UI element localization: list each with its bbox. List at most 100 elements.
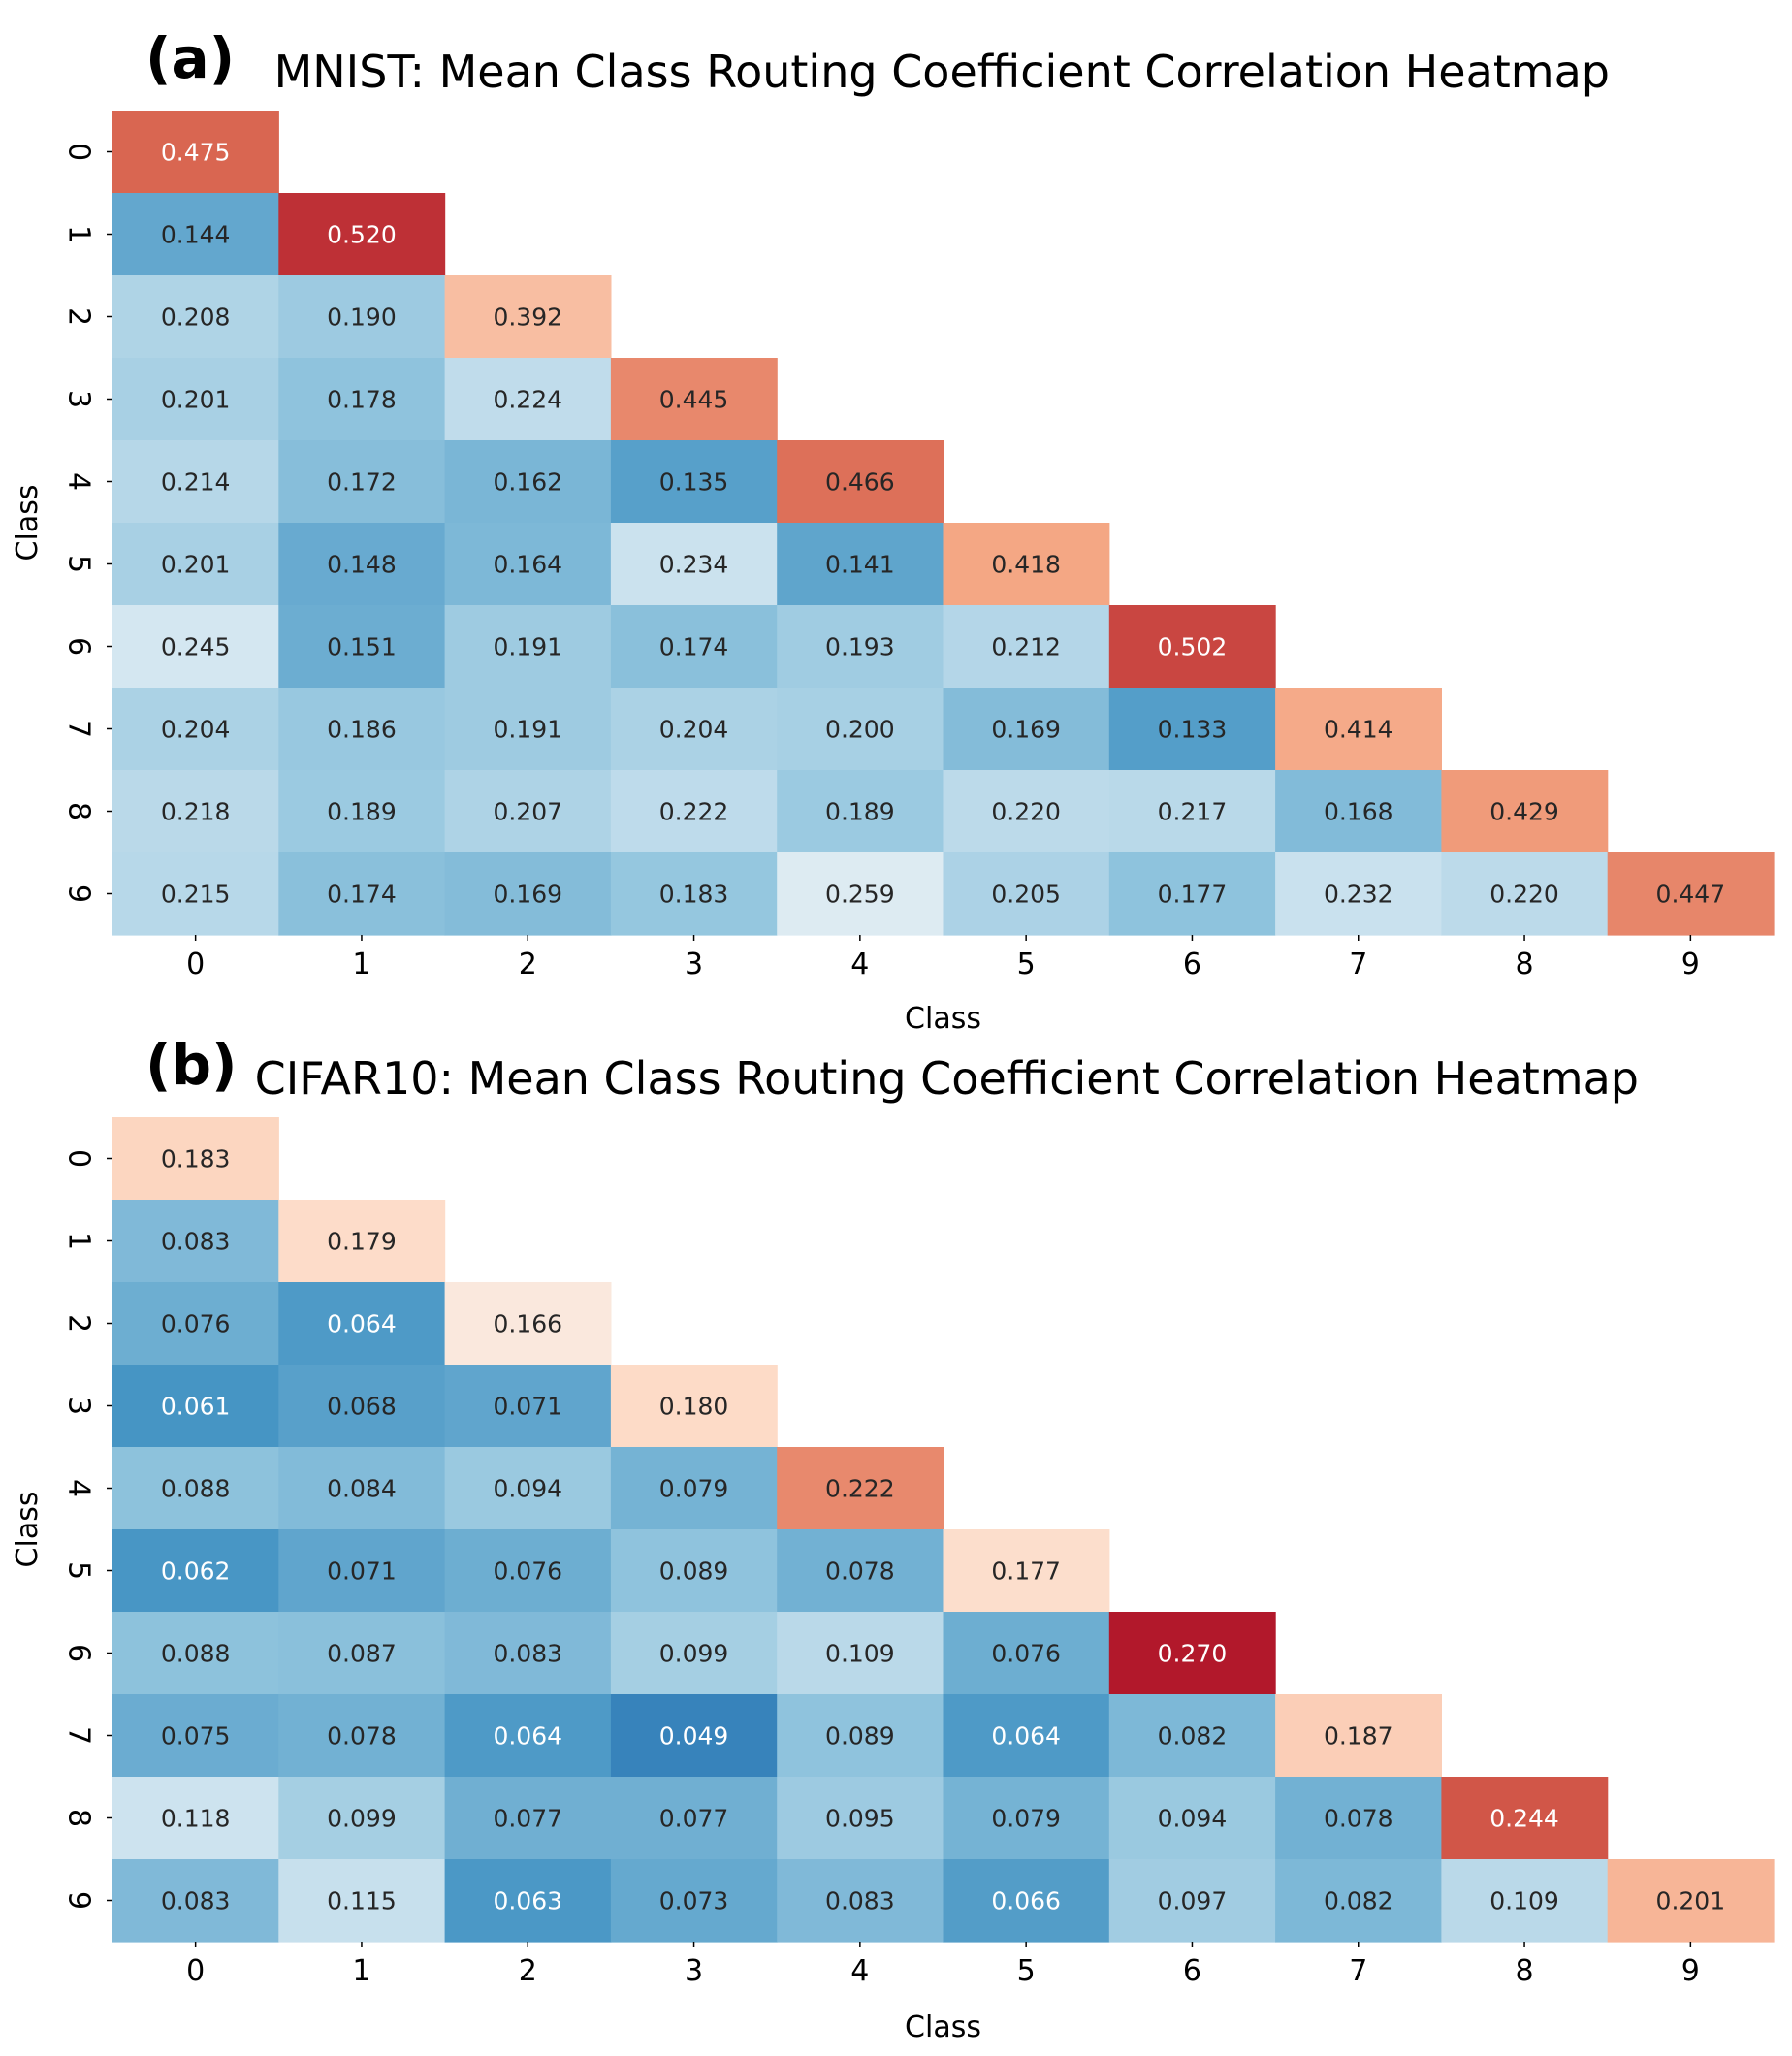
heatmap-cell: [444, 358, 612, 441]
cell-value-label: 0.220: [1489, 881, 1559, 909]
cell-value-label: 0.083: [493, 1640, 562, 1668]
heatmap-cell: [943, 770, 1110, 853]
cell-value-label: 0.222: [659, 798, 729, 826]
heatmap-cell: [777, 1529, 944, 1613]
heatmap-cell: [278, 852, 446, 936]
heatmap-cell: [444, 1612, 612, 1695]
cell-value-label: 0.244: [1489, 1805, 1559, 1833]
cell-value-label: 0.520: [327, 221, 397, 249]
y-tick-label: 6: [62, 1644, 96, 1662]
heatmap-cell: [1108, 1777, 1276, 1860]
cell-value-label: 0.082: [1324, 1887, 1393, 1915]
cell-value-label: 0.071: [493, 1393, 562, 1421]
cell-value-label: 0.178: [327, 386, 397, 414]
cell-value-label: 0.222: [825, 1475, 895, 1503]
cell-value-label: 0.064: [327, 1310, 397, 1338]
y-tick-label: 0: [62, 1149, 96, 1168]
heatmap-cell: [943, 688, 1110, 771]
heatmap-cell: [278, 523, 446, 606]
heatmap-cell: [610, 605, 778, 689]
cell-value-label: 0.193: [825, 633, 895, 661]
heatmap-cell: [278, 440, 446, 524]
cell-value-label: 0.097: [1158, 1887, 1228, 1915]
panel-label: (b): [145, 1032, 238, 1098]
cell-value-label: 0.207: [493, 798, 562, 826]
heatmap-cell: [444, 1282, 612, 1365]
panel-label: (a): [145, 25, 235, 91]
heatmap-cell: [112, 193, 279, 276]
cell-value-label: 0.089: [659, 1558, 729, 1586]
x-tick-label: 9: [1681, 948, 1700, 981]
heatmap-cell: [1108, 1612, 1276, 1695]
heatmap-panel-a: (a) MNIST: Mean Class Routing Coefficient…: [11, 25, 1775, 1036]
cell-value-label: 0.099: [327, 1805, 397, 1833]
heatmap-cell: [278, 1529, 446, 1613]
cell-value-label: 0.062: [161, 1558, 231, 1586]
heatmap-cell: [112, 358, 279, 441]
heatmap-cell: [444, 1859, 612, 1943]
y-tick-label: 9: [62, 884, 96, 903]
heatmap-cell: [610, 688, 778, 771]
heatmap-cell: [1607, 852, 1775, 936]
y-tick-label: 6: [62, 637, 96, 656]
heatmap-cell: [943, 1612, 1110, 1695]
x-axis-label: Class: [905, 2010, 981, 2044]
heatmap-cell: [278, 1859, 446, 1943]
cell-value-label: 0.082: [1158, 1722, 1228, 1751]
cell-value-label: 0.064: [493, 1722, 562, 1751]
x-tick-label: 4: [850, 1954, 869, 1988]
heatmap-cell: [112, 852, 279, 936]
cell-value-label: 0.204: [659, 716, 729, 744]
cell-value-label: 0.151: [327, 633, 397, 661]
heatmap-cell: [444, 523, 612, 606]
cell-value-label: 0.218: [161, 798, 231, 826]
heatmap-cell: [444, 1447, 612, 1530]
y-tick-label: 3: [62, 1397, 96, 1415]
cell-value-label: 0.204: [161, 716, 231, 744]
heatmap-cell: [278, 358, 446, 441]
heatmap-cell: [1607, 1859, 1775, 1943]
heatmap-cell: [610, 770, 778, 853]
cell-value-label: 0.180: [659, 1393, 729, 1421]
heatmap-cell: [610, 1777, 778, 1860]
heatmap-cell: [1275, 1777, 1442, 1860]
cell-value-label: 0.245: [161, 633, 231, 661]
cell-value-label: 0.079: [991, 1805, 1061, 1833]
cell-value-label: 0.502: [1158, 633, 1228, 661]
cell-value-label: 0.049: [659, 1722, 729, 1751]
heatmap-cell: [278, 1612, 446, 1695]
cell-value-label: 0.189: [825, 798, 895, 826]
heatmap-cell: [943, 1529, 1110, 1613]
cell-value-label: 0.066: [991, 1887, 1061, 1915]
heatmap-cell: [610, 440, 778, 524]
heatmap-cell: [1275, 688, 1442, 771]
y-tick-label: 2: [62, 1314, 96, 1333]
heatmap-cell: [112, 1282, 279, 1365]
heatmap-cell: [610, 1447, 778, 1530]
cell-value-label: 0.109: [825, 1640, 895, 1668]
heatmap-cell: [112, 1694, 279, 1778]
heatmap-cell: [943, 523, 1110, 606]
cell-value-label: 0.135: [659, 468, 729, 497]
cell-value-label: 0.191: [493, 716, 562, 744]
cell-value-label: 0.220: [991, 798, 1061, 826]
heatmap-cell: [444, 1365, 612, 1448]
heatmap-cell: [1275, 1694, 1442, 1778]
heatmap-cell: [112, 1117, 279, 1201]
cell-value-label: 0.083: [161, 1887, 231, 1915]
heatmap-cell: [943, 852, 1110, 936]
x-tick-label: 3: [685, 1954, 703, 1988]
heatmap-cell: [278, 1777, 446, 1860]
heatmap-cell: [777, 1447, 944, 1530]
cell-value-label: 0.118: [161, 1805, 231, 1833]
heatmap-cell: [278, 1694, 446, 1778]
cell-value-label: 0.076: [161, 1310, 231, 1338]
cell-value-label: 0.183: [161, 1145, 231, 1173]
x-tick-label: 6: [1183, 1954, 1201, 1988]
cell-value-label: 0.191: [493, 633, 562, 661]
cell-value-label: 0.141: [825, 551, 895, 579]
heatmap-cell: [112, 1859, 279, 1943]
heatmap-cell: [444, 770, 612, 853]
cell-value-label: 0.073: [659, 1887, 729, 1915]
heatmap-cell: [777, 1859, 944, 1943]
